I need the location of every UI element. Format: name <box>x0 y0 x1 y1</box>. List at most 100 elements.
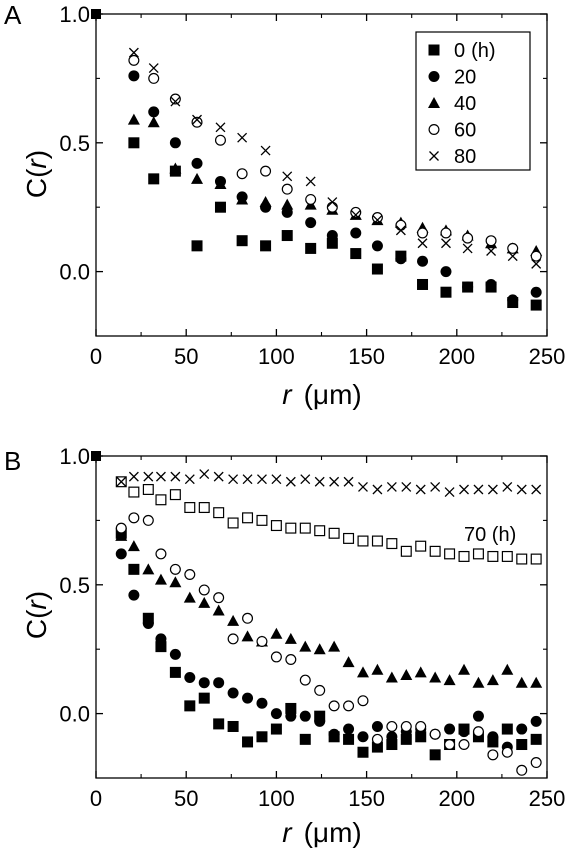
panel-b-series-4-point <box>314 525 326 537</box>
panel-b-series-1 <box>115 548 542 753</box>
panel-a-legend-marker-3 <box>428 123 440 135</box>
panel-a-series-3-point <box>371 212 383 224</box>
panel-b-series-0-point <box>501 723 513 735</box>
panel-b-series-1-point <box>270 708 282 720</box>
panel-b-series-3-point <box>142 514 154 526</box>
panel-b-series-1-point <box>227 687 239 699</box>
panel-a-y-tick-label: 1.0 <box>59 2 90 27</box>
panel-b-series-1-point <box>530 715 542 727</box>
panel-b-series-0-point <box>213 718 225 730</box>
panel-a-legend-marker-4 <box>429 151 439 161</box>
panel-a: A 0 50 100 150 200 250 1.0 0.5 0.0 0 (h) 20 40 60 80 C… <box>4 0 565 410</box>
panel-b-series-3-point <box>128 512 140 524</box>
panel-b-series-0-point <box>415 731 427 743</box>
panel-a-legend-label-3: 60 <box>454 120 476 142</box>
panel-b-series-2-point <box>198 596 211 608</box>
panel-a-series-4-point <box>215 122 226 133</box>
panel-a-series-3-point <box>326 201 338 213</box>
panel-b-series-2-point <box>169 576 182 588</box>
panel-a-y-axis-label: C(r) <box>21 150 52 198</box>
panel-b-series-1-point <box>242 692 254 704</box>
panel-b-series-3-point <box>184 568 196 580</box>
panel-b-series-1-point <box>328 728 340 740</box>
panel-a-series-3-point <box>148 72 160 84</box>
panel-b-series-5-point <box>285 476 296 487</box>
panel-b-series-5-point <box>487 484 498 495</box>
panel-b-series-1-point <box>472 710 484 722</box>
panel-a-series-0-point <box>214 201 226 213</box>
panel-a-series-3-point <box>236 168 248 180</box>
panel-b-series-4-point <box>472 548 484 560</box>
panel-b-series-5-point <box>502 481 513 492</box>
panel-a-series-3-point <box>530 250 542 262</box>
panel-b-y-axis-label: C(r) <box>21 591 52 639</box>
panel-b-series-1-point <box>128 589 140 601</box>
panel-b-series-0-point <box>400 733 412 745</box>
panel-a-x-axis-label: r (μm) <box>282 379 361 410</box>
panel-b-series-1-point <box>115 548 127 560</box>
panel-b-series-1-point <box>155 633 167 645</box>
panel-a-x-tick-label: 50 <box>174 344 198 369</box>
panel-a-series-4-point <box>350 209 361 220</box>
panel-b-letter: B <box>4 446 21 476</box>
panel-b-series-4-point <box>530 553 542 565</box>
panel-a-series-4-point <box>372 215 383 226</box>
panel-a-series-3-point <box>169 93 181 105</box>
panel-b-series-3-point <box>285 654 297 666</box>
panel-b-series-0-point <box>169 666 181 678</box>
panel-b-series-2-point <box>515 676 528 688</box>
panel-b-series-5-point <box>170 471 181 482</box>
panel-b-series-4-point <box>285 522 297 534</box>
panel-a-series-3-point <box>281 183 293 195</box>
panel-a-series-2-point <box>127 113 140 125</box>
panel-a-series-4-point <box>507 251 518 262</box>
panel-b-series-1-point <box>169 648 181 660</box>
panel-a-legend-marker-1 <box>428 71 440 82</box>
panel-b-series-4 <box>115 476 542 565</box>
panel-a-series-0-point <box>350 248 362 260</box>
panel-b-series-0-point <box>371 741 383 753</box>
panel-b-series-4-point <box>270 520 282 532</box>
panel-b-x-tick-label: 50 <box>174 786 198 811</box>
panel-a-series-3-point <box>485 235 497 247</box>
panel-a-series-0-point <box>305 242 317 254</box>
panel-b-series-5-point <box>228 474 239 485</box>
panel-a-series-4-point <box>531 258 542 269</box>
panel-b-series-5-point <box>415 484 426 495</box>
panel-b-y-tick-label: 1.0 <box>59 444 90 469</box>
panel-b-series-3-point <box>501 746 513 758</box>
panel-a-series-2-point <box>259 196 272 208</box>
panel-b-series-2-point <box>501 663 514 675</box>
panel-b-series-2-point <box>270 627 283 639</box>
panel-a-legend-marker-0 <box>428 44 440 56</box>
panel-b-series-4-point <box>487 550 499 562</box>
panel-b-plot: 0 50 100 150 200 250 1.0 0.5 0.0 70 (h) <box>59 444 565 811</box>
panel-b-x-axis-label: r (μm) <box>282 817 361 848</box>
panel-b-series-2-point <box>458 663 471 675</box>
panel-b-series-0-point <box>285 702 297 714</box>
panel-a-series-3 <box>128 54 542 262</box>
panel-b-series-3-point <box>155 548 167 560</box>
panel-a-series-1-point <box>485 278 497 290</box>
panel-a-series-3-point <box>128 54 140 66</box>
panel-b-series-2-point <box>154 573 167 585</box>
panel-a-series-1-point <box>462 281 474 293</box>
panel-a-series-0-point <box>440 286 452 298</box>
panel-b-series-4-point <box>415 540 427 552</box>
panel-b-series-5-point <box>199 469 210 479</box>
panel-b-series-1-point <box>314 715 326 727</box>
panel-b-series-2-point <box>127 540 140 552</box>
panel-b-annotation-70h: 70 (h) <box>464 524 516 546</box>
panel-b-series-2-point <box>241 630 254 642</box>
panel-b-series-0-point <box>256 731 268 743</box>
panel-a-series-4-point <box>282 171 293 182</box>
panel-b-series-0-point <box>386 739 398 751</box>
panel-b-x-tick-label: 150 <box>348 786 385 811</box>
panel-b-series-1-point <box>213 677 225 689</box>
panel-b-series-4-point <box>213 507 225 519</box>
panel-b-series-1-point <box>142 617 154 629</box>
panel-a-series-0-point <box>191 240 203 252</box>
panel-a-series-1-point <box>191 157 203 169</box>
panel-b-series-2-point <box>400 668 413 680</box>
panel-b-series-2-point <box>313 643 326 655</box>
